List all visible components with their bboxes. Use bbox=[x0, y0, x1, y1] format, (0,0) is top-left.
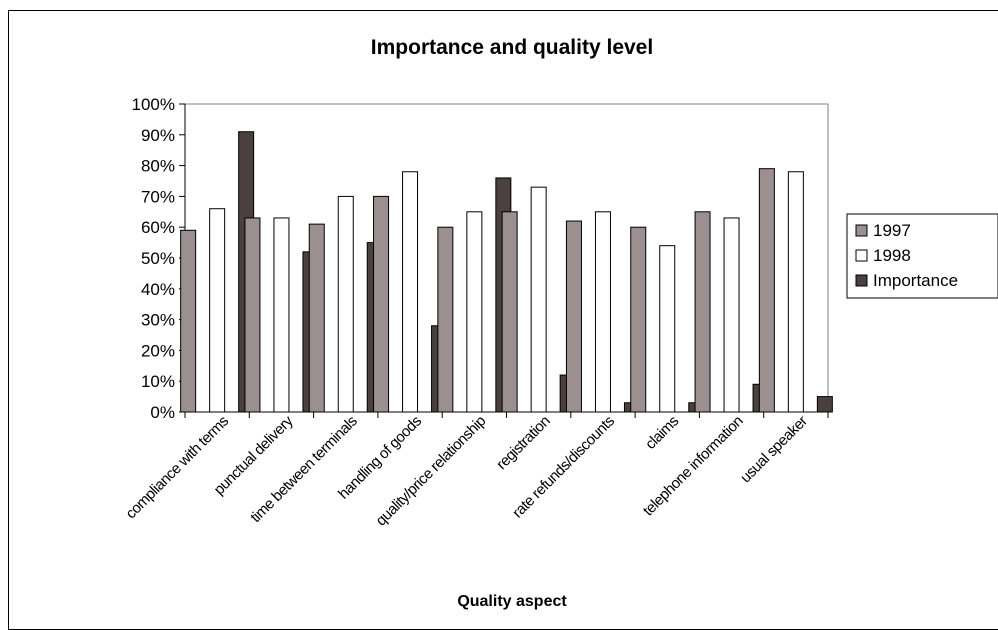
bar-1998 bbox=[594, 211, 611, 413]
x-tick-label: compliance with terms bbox=[122, 413, 232, 523]
bar-1997 bbox=[694, 211, 711, 413]
plot-area: 0% 10% 20% 30% 40% 50% 60% 70% 80% 90% 100% complia… bbox=[122, 95, 833, 530]
y-tick-label: 90% bbox=[141, 126, 175, 145]
bar-1998 bbox=[402, 171, 419, 413]
legend-swatch bbox=[855, 224, 868, 237]
x-tick-label: quality/price relationship bbox=[373, 413, 490, 530]
bar-1998 bbox=[530, 186, 547, 413]
y-tick-label: 10% bbox=[141, 372, 175, 391]
bar-1997 bbox=[565, 220, 582, 413]
y-tick-label: 100% bbox=[132, 95, 175, 114]
x-tick-label: claims bbox=[642, 413, 682, 453]
x-axis-title: Quality aspect bbox=[457, 593, 567, 610]
legend-swatch bbox=[855, 249, 868, 262]
legend-box bbox=[846, 213, 998, 299]
bar-1998 bbox=[659, 245, 676, 413]
bar-1997 bbox=[501, 211, 518, 413]
y-tick-label: 50% bbox=[141, 249, 175, 268]
legend-label: 1998 bbox=[873, 246, 911, 265]
bar-1998 bbox=[466, 211, 483, 413]
x-tick-label: usual speaker bbox=[737, 412, 811, 486]
bar-1997 bbox=[180, 229, 197, 413]
bar-1998 bbox=[337, 195, 354, 413]
legend: 1997 1998 Importance bbox=[846, 213, 998, 299]
bar-1997 bbox=[437, 226, 454, 413]
bar-1997 bbox=[758, 168, 775, 413]
bar-1998 bbox=[273, 217, 290, 413]
y-tick-label: 40% bbox=[141, 280, 175, 299]
y-tick-label: 0% bbox=[150, 403, 175, 422]
bar-1998 bbox=[723, 217, 740, 413]
bar-importance bbox=[816, 396, 833, 413]
x-tick-label: registration bbox=[493, 413, 553, 473]
legend-label: 1997 bbox=[873, 221, 911, 240]
bar-1997 bbox=[308, 223, 325, 413]
chart-title: Importance and quality level bbox=[371, 36, 653, 59]
y-tick-label: 70% bbox=[141, 187, 175, 206]
y-tick-label: 60% bbox=[141, 218, 175, 237]
bar-1998 bbox=[787, 171, 804, 413]
bar-1997 bbox=[630, 226, 647, 413]
bar-1997 bbox=[373, 195, 390, 413]
legend-swatch bbox=[855, 274, 868, 287]
x-tick-label: time between terminals bbox=[247, 413, 360, 526]
y-tick-label: 80% bbox=[141, 157, 175, 176]
y-tick-label: 30% bbox=[141, 311, 175, 330]
legend-label: Importance bbox=[873, 271, 958, 290]
bar-1997 bbox=[244, 217, 261, 413]
bar-1998 bbox=[209, 208, 226, 413]
y-tick-label: 20% bbox=[141, 341, 175, 360]
